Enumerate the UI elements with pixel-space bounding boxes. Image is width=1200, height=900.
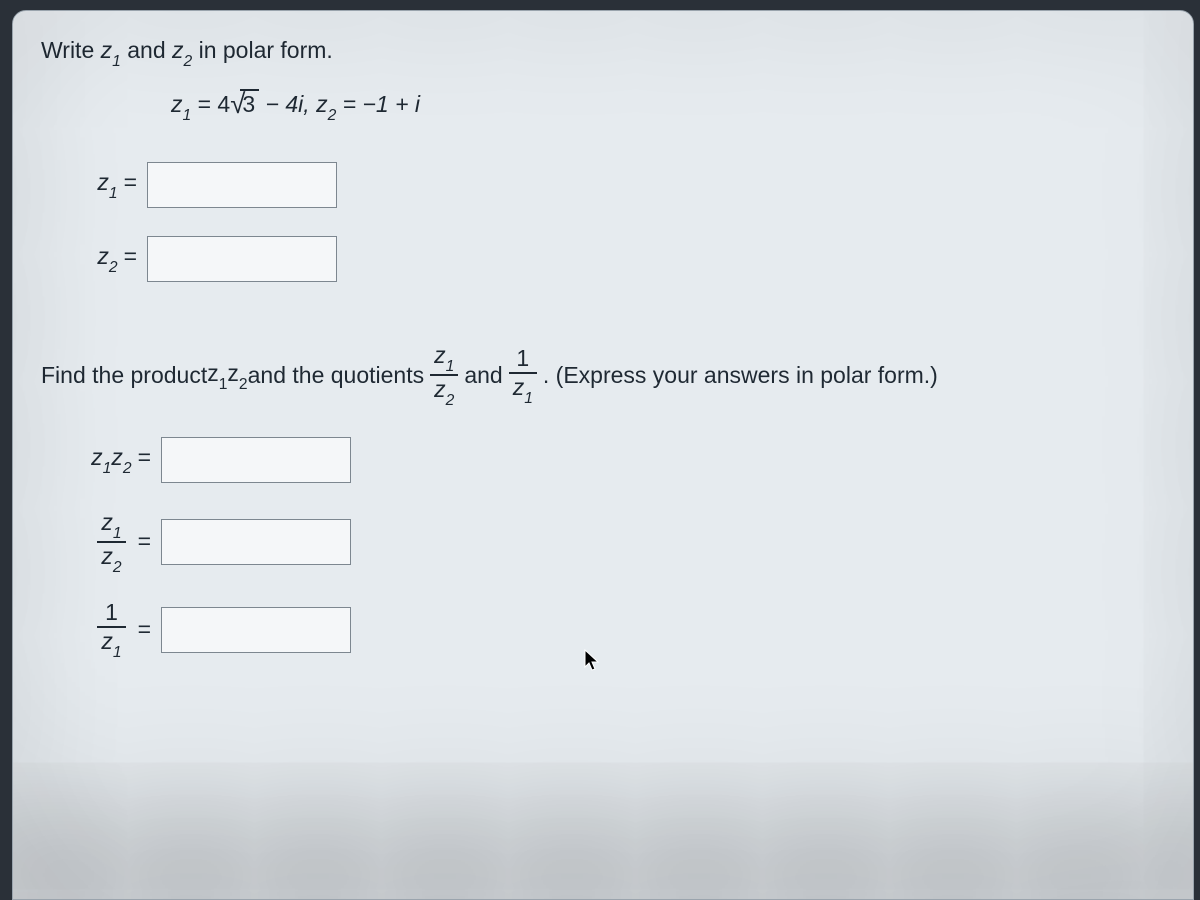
prod-v1: z <box>91 444 103 470</box>
eq-sign-1: = <box>191 91 217 117</box>
q1l-eq: = <box>138 528 151 555</box>
q1l-den-v: z <box>101 543 113 569</box>
answer-row-quotient2: 1 z1 = <box>55 601 1165 658</box>
input-z1[interactable] <box>147 162 337 208</box>
find-t2: and the quotients <box>248 362 424 389</box>
q1-num-s: 1 <box>446 358 455 375</box>
prompt-prefix: Write <box>41 37 101 63</box>
eq-z2-sub: 2 <box>328 107 337 124</box>
given-equations: z1 = 4√3 − 4i, z2 = −1 + i <box>41 87 1165 123</box>
prod-eq: = <box>138 444 151 470</box>
z2-sub: 2 <box>184 53 193 70</box>
z1-var: z <box>101 37 113 63</box>
eq-z2-var: z <box>316 91 328 117</box>
input-quotient2[interactable] <box>161 607 351 653</box>
prompt-between: and <box>121 37 172 63</box>
find-t1: Find the product <box>41 362 207 389</box>
lbl-z1-sub: 1 <box>109 185 118 202</box>
q1-den-v: z <box>434 376 446 402</box>
input-z2[interactable] <box>147 236 337 282</box>
find-prod-s1: 1 <box>219 376 228 393</box>
q2l-num: 1 <box>101 601 122 626</box>
q1l-num-s: 1 <box>113 525 122 542</box>
find-prod-v1: z <box>207 360 219 386</box>
fraction-z1-over-z2: z1 z2 <box>430 344 458 406</box>
find-prod-s2: 2 <box>239 376 248 393</box>
label-z1: z1 = <box>55 169 137 201</box>
find-t3: and <box>464 362 502 389</box>
q1l-num-v: z <box>101 509 113 535</box>
q1-den-s: 2 <box>446 392 455 409</box>
answer-row-quotient1: z1 z2 = <box>55 511 1165 573</box>
q2-num: 1 <box>512 347 533 372</box>
question-panel: Write z1 and z2 in polar form. z1 = 4√3 … <box>12 10 1194 900</box>
lbl-z1-eq: = <box>124 169 137 195</box>
eq-z1-var: z <box>171 91 183 117</box>
z2-var: z <box>172 37 184 63</box>
q2-den-v: z <box>513 374 525 400</box>
prompt-suffix: in polar form. <box>192 37 333 63</box>
prod-s2: 2 <box>123 460 132 477</box>
find-instruction: Find the product z1z2 and the quotients … <box>41 344 1165 406</box>
answer-row-z2: z2 = <box>55 236 1165 282</box>
eq-z1-coef: 4 <box>217 91 230 117</box>
input-product[interactable] <box>161 437 351 483</box>
q1l-den-s: 2 <box>113 559 122 576</box>
prod-v2: z <box>111 444 123 470</box>
prompt-text: Write z1 and z2 in polar form. <box>41 37 1165 69</box>
z1-sub: 1 <box>112 53 121 70</box>
answer-row-z1: z1 = <box>55 162 1165 208</box>
label-quotient1: z1 z2 = <box>55 511 151 573</box>
sqrt-icon: √3 <box>230 87 259 119</box>
eq-z2-rhs: = −1 + i <box>336 91 420 117</box>
fraction-1-over-z1: 1 z1 <box>509 347 537 404</box>
lbl-z2-var: z <box>97 243 109 269</box>
q2l-eq: = <box>138 616 151 643</box>
find-prod-v2: z <box>227 360 239 386</box>
eq-z1-sub: 1 <box>183 107 192 124</box>
label-z2: z2 = <box>55 243 137 275</box>
lbl-z2-sub: 2 <box>109 259 118 276</box>
q2-den-s: 1 <box>524 390 533 407</box>
eq-z1-tail: − 4i, <box>259 91 316 117</box>
input-quotient1[interactable] <box>161 519 351 565</box>
q2l-den-v: z <box>101 628 113 654</box>
lbl-z2-eq: = <box>124 243 137 269</box>
prod-s1: 1 <box>103 460 112 477</box>
label-quotient2: 1 z1 = <box>55 601 151 658</box>
q1-num-v: z <box>434 342 446 368</box>
answer-row-product: z1z2= <box>55 437 1165 483</box>
lbl-z1-var: z <box>97 169 109 195</box>
q2l-den-s: 1 <box>113 644 122 661</box>
label-product: z1z2= <box>55 444 151 476</box>
find-t4: . (Express your answers in polar form.) <box>543 362 938 389</box>
